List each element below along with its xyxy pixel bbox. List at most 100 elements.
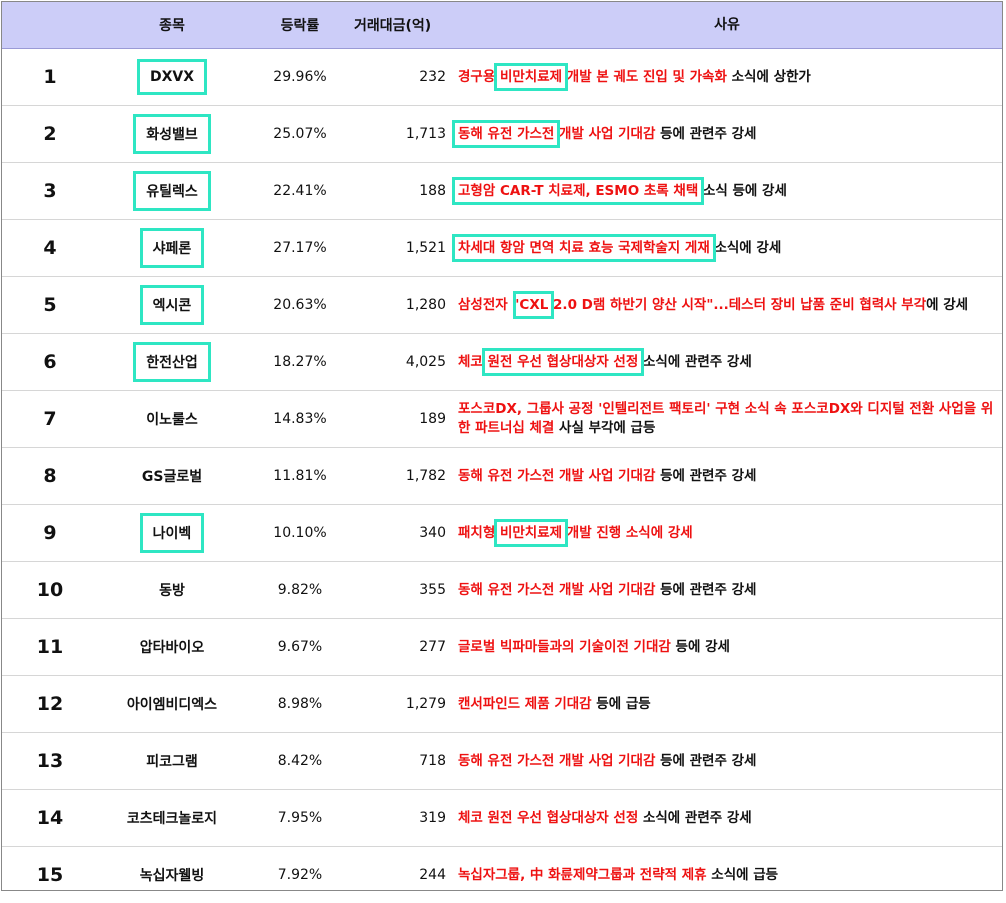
stock-name-cell: 이노룰스	[98, 391, 246, 448]
rank-cell: 14	[2, 790, 98, 847]
reason-highlight: 비만치료제	[500, 69, 562, 85]
rate-cell: 20.63%	[246, 277, 354, 334]
header-row: 종목 등락률 거래대금(억) 사유	[2, 2, 1002, 49]
stock-name: 동방	[149, 573, 195, 607]
reason-text: 글로벌 빅파마들과의 기술이전 기대감	[458, 639, 671, 655]
rank-cell: 3	[2, 163, 98, 220]
rank-cell: 4	[2, 220, 98, 277]
amount-cell: 277	[354, 619, 450, 676]
rank-cell: 11	[2, 619, 98, 676]
reason-text: 캔서파인드 제품 기대감	[458, 696, 592, 712]
reason-text: 체코	[458, 354, 488, 370]
rate-cell: 27.17%	[246, 220, 354, 277]
reason-highlight: 차세대 항암 면역 치료 효능 국제학술지 게재	[458, 240, 710, 256]
reason-suffix: 등에 관련주 강세	[655, 753, 756, 769]
reason-text: 개발 사업 기대감	[554, 126, 655, 142]
rate-cell: 8.98%	[246, 676, 354, 733]
reason-text: 동해 유전 가스전 개발 사업 기대감	[458, 582, 655, 598]
reason-highlight: 고형암 CAR-T 치료제, ESMO 초록 채택	[458, 183, 698, 199]
amount-cell: 4,025	[354, 334, 450, 391]
reason-suffix: 에 강세	[926, 297, 968, 313]
reason-text: 경구용	[458, 69, 500, 85]
stock-name: GS글로벌	[132, 459, 212, 493]
rate-cell: 11.81%	[246, 448, 354, 505]
rate-cell: 29.96%	[246, 49, 354, 106]
reason-text: 패치형	[458, 525, 500, 541]
stock-name-cell: DXVX	[98, 49, 246, 106]
stock-name-cell: 압타바이오	[98, 619, 246, 676]
reason-cell: 동해 유전 가스전 개발 사업 기대감 등에 관련주 강세	[450, 733, 1002, 790]
reason-suffix: 소식에 관련주 강세	[638, 810, 751, 826]
rate-cell: 22.41%	[246, 163, 354, 220]
header-rank	[2, 2, 98, 49]
reason-cell: 체코 원전 우선 협상대상자 선정 소식에 관련주 강세	[450, 334, 1002, 391]
reason-text: 삼성전자 "	[458, 297, 519, 313]
reason-cell: 경구용 비만치료제 개발 본 궤도 진입 및 가속화 소식에 상한가	[450, 49, 1002, 106]
stock-name-highlighted: 샤페론	[140, 228, 205, 268]
rank-cell: 8	[2, 448, 98, 505]
reason-cell: 패치형 비만치료제 개발 진행 소식에 강세	[450, 505, 1002, 562]
stock-name-cell: 나이벡	[98, 505, 246, 562]
table-row: 3 유틸렉스 22.41% 188 고형암 CAR-T 치료제, ESMO 초록…	[2, 163, 1002, 220]
rate-cell: 7.95%	[246, 790, 354, 847]
header-reason: 사유	[450, 2, 1002, 49]
reason-cell: 동해 유전 가스전 개발 사업 기대감 등에 관련주 강세	[450, 562, 1002, 619]
rate-cell: 25.07%	[246, 106, 354, 163]
reason-cell: 고형암 CAR-T 치료제, ESMO 초록 채택 소식 등에 강세	[450, 163, 1002, 220]
amount-cell: 718	[354, 733, 450, 790]
rank-cell: 13	[2, 733, 98, 790]
reason-cell: 캔서파인드 제품 기대감 등에 급등	[450, 676, 1002, 733]
reason-cell: 동해 유전 가스전 개발 사업 기대감 등에 관련주 강세	[450, 448, 1002, 505]
stock-name-cell: 한전산업	[98, 334, 246, 391]
stock-name: 압타바이오	[130, 630, 214, 664]
stock-name-highlighted: 한전산업	[133, 342, 211, 382]
rate-cell: 14.83%	[246, 391, 354, 448]
rate-cell: 8.42%	[246, 733, 354, 790]
table-row: 7 이노룰스 14.83% 189 포스코DX, 그룹사 공정 '인텔리전트 팩…	[2, 391, 1002, 448]
stock-name: 녹십자웰빙	[130, 858, 214, 892]
amount-cell: 188	[354, 163, 450, 220]
reason-cell: 체코 원전 우선 협상대상자 선정 소식에 관련주 강세	[450, 790, 1002, 847]
rank-cell: 6	[2, 334, 98, 391]
stock-name: 코츠테크놀로지	[117, 801, 227, 835]
reason-highlight: 동해 유전 가스전	[458, 126, 554, 142]
stock-name-highlighted: DXVX	[137, 59, 207, 95]
stock-name-highlighted: 엑시콘	[140, 285, 205, 325]
reason-text: 포스코DX, 그룹사 공정 '인텔리전트 팩토리' 구현 소식 속 포스코DX와…	[458, 401, 993, 436]
table-row: 2 화성밸브 25.07% 1,713 동해 유전 가스전 개발 사업 기대감 …	[2, 106, 1002, 163]
reason-cell: 동해 유전 가스전 개발 사업 기대감 등에 관련주 강세	[450, 106, 1002, 163]
rank-cell: 9	[2, 505, 98, 562]
reason-suffix: 소식에 급등	[707, 867, 779, 883]
reason-text: 동해 유전 가스전 개발 사업 기대감	[458, 468, 655, 484]
amount-cell: 1,521	[354, 220, 450, 277]
stock-name-cell: 코츠테크놀로지	[98, 790, 246, 847]
table-row: 9 나이벡 10.10% 340 패치형 비만치료제 개발 진행 소식에 강세	[2, 505, 1002, 562]
reason-cell: 포스코DX, 그룹사 공정 '인텔리전트 팩토리' 구현 소식 속 포스코DX와…	[450, 391, 1002, 448]
table-row: 6 한전산업 18.27% 4,025 체코 원전 우선 협상대상자 선정 소식…	[2, 334, 1002, 391]
reason-cell: 녹십자그룹, 中 화륜제약그룹과 전략적 제휴 소식에 급등	[450, 847, 1002, 903]
table-row: 1 DXVX 29.96% 232 경구용 비만치료제 개발 본 궤도 진입 및…	[2, 49, 1002, 106]
stock-name-highlighted: 나이벡	[140, 513, 205, 553]
reason-highlight: 비만치료제	[500, 525, 562, 541]
reason-text: 개발 본 궤도 진입 및 가속화	[562, 69, 727, 85]
rate-cell: 9.82%	[246, 562, 354, 619]
reason-suffix: 등에 관련주 강세	[655, 468, 756, 484]
rate-cell: 10.10%	[246, 505, 354, 562]
amount-cell: 1,280	[354, 277, 450, 334]
rank-cell: 15	[2, 847, 98, 903]
reason-suffix: 등에 관련주 강세	[655, 126, 756, 142]
rank-cell: 5	[2, 277, 98, 334]
reason-suffix: 소식 등에 강세	[698, 183, 787, 199]
reason-text: 2.0 D램 하반기 양산 시작"...테스터 장비 납품 준비 협력사 부각	[548, 297, 926, 313]
stock-name-cell: 녹십자웰빙	[98, 847, 246, 903]
rate-cell: 18.27%	[246, 334, 354, 391]
reason-text: 녹십자그룹, 中 화륜제약그룹과 전략적 제휴	[458, 867, 707, 883]
reason-cell: 글로벌 빅파마들과의 기술이전 기대감 등에 강세	[450, 619, 1002, 676]
rank-cell: 10	[2, 562, 98, 619]
rate-cell: 7.92%	[246, 847, 354, 903]
header-rate: 등락률	[246, 2, 354, 49]
reason-suffix: 소식에 강세	[710, 240, 782, 256]
table-row: 4 샤페론 27.17% 1,521 차세대 항암 면역 치료 효능 국제학술지…	[2, 220, 1002, 277]
